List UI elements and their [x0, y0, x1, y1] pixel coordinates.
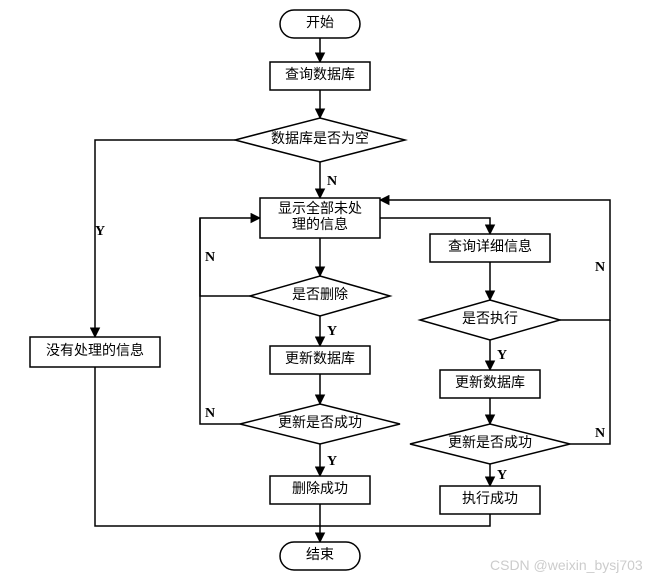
node-isdel: 是否删除 [250, 276, 390, 316]
node-label: 理的信息 [292, 216, 348, 233]
node-end: 结束 [280, 542, 360, 570]
edge-label: N [595, 260, 605, 275]
node-upd2: 更新数据库 [440, 370, 540, 398]
edge-label: N [595, 426, 605, 441]
watermark-text: CSDN @weixin_bysj703 [490, 557, 643, 573]
edge-label: N [327, 174, 337, 189]
node-label: 执行成功 [462, 491, 518, 507]
node-updok1: 更新是否成功 [240, 404, 400, 444]
edge-label: Y [327, 324, 337, 339]
node-label: 结束 [306, 547, 334, 563]
node-start: 开始 [280, 10, 360, 38]
edge-label: N [205, 406, 215, 421]
edge-updok1-showall [200, 218, 240, 424]
node-label: 显示全部未处 [278, 200, 362, 217]
node-label: 查询数据库 [285, 67, 355, 83]
node-noinfo: 没有处理的信息 [30, 337, 160, 367]
node-label: 更新是否成功 [448, 435, 532, 451]
node-label: 开始 [306, 15, 334, 31]
node-execok: 执行成功 [440, 486, 540, 514]
flowchart-canvas: YNNYYNYNYN开始查询数据库数据库是否为空显示全部未处理的信息查询详细信息… [0, 0, 659, 585]
node-dbempty: 数据库是否为空 [235, 118, 405, 162]
node-label: 没有处理的信息 [46, 342, 144, 359]
node-label: 更新数据库 [455, 375, 525, 391]
edge-label: Y [497, 348, 507, 363]
edge-label: N [205, 250, 215, 265]
node-label: 是否删除 [292, 287, 348, 303]
node-label: 是否执行 [462, 311, 518, 327]
node-label: 更新数据库 [285, 351, 355, 367]
edge-dbempty-noinfo [95, 140, 235, 337]
edge-showall-qdetail [380, 218, 490, 234]
node-isexec: 是否执行 [420, 300, 560, 340]
node-label: 删除成功 [292, 481, 348, 497]
node-label: 查询详细信息 [448, 238, 532, 255]
edge-label: Y [497, 468, 507, 483]
node-label: 数据库是否为空 [271, 131, 369, 147]
node-query: 查询数据库 [270, 62, 370, 90]
edge-execok-end [320, 514, 490, 526]
node-qdetail: 查询详细信息 [430, 234, 550, 262]
edge-label: Y [95, 224, 105, 239]
node-label: 更新是否成功 [278, 415, 362, 431]
node-upd1: 更新数据库 [270, 346, 370, 374]
node-showall: 显示全部未处理的信息 [260, 198, 380, 238]
edge-label: Y [327, 454, 337, 469]
node-updok2: 更新是否成功 [410, 424, 570, 464]
node-delok: 删除成功 [270, 476, 370, 504]
